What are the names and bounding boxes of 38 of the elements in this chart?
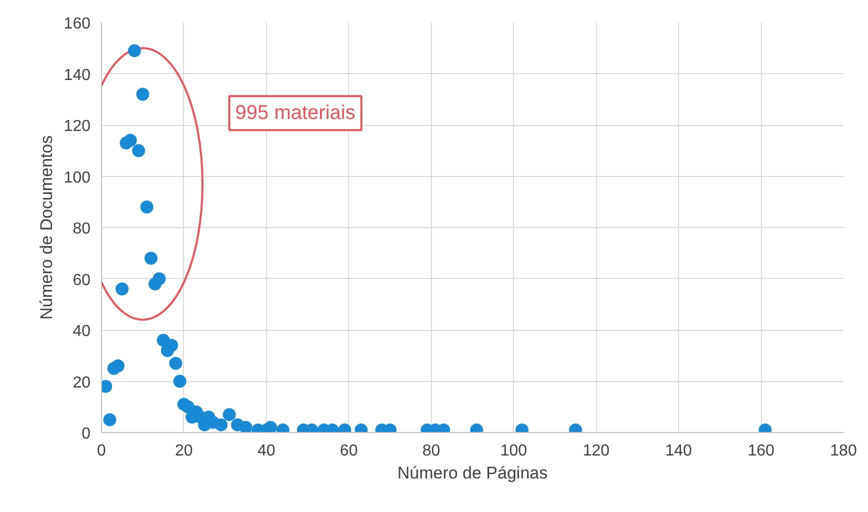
point <box>239 420 252 432</box>
y-tick-label: 0 <box>82 426 91 442</box>
x-tick-label: 120 <box>582 442 610 460</box>
point <box>103 413 116 426</box>
x-tick-label: 0 <box>97 442 106 460</box>
point <box>264 420 278 432</box>
point <box>173 374 186 388</box>
y-tick-label: 160 <box>64 16 91 32</box>
x-tick-label: 160 <box>748 442 775 460</box>
point <box>128 44 141 58</box>
y-tick-label: 60 <box>72 272 91 289</box>
point <box>152 272 166 286</box>
point <box>222 408 236 422</box>
x-tick-label: 180 <box>830 442 857 460</box>
y-tick-label: 120 <box>64 118 91 135</box>
annotation: 995 materiais <box>235 102 356 124</box>
y-tick-label: 20 <box>72 374 91 392</box>
x-tick-label: 100 <box>500 442 528 460</box>
point <box>111 359 124 372</box>
x-tick-label: 40 <box>257 442 276 460</box>
point <box>140 200 154 214</box>
y-tick-label: 80 <box>72 220 91 238</box>
point <box>144 252 158 265</box>
x-tick-label: 60 <box>340 442 358 460</box>
x-tick-label: 80 <box>422 442 440 460</box>
x-axis-title: Número de Páginas <box>397 464 548 482</box>
y-tick-label: 40 <box>72 323 91 340</box>
y-tick-label: 100 <box>64 169 91 186</box>
y-axis-title: Número de Documentos <box>36 135 56 320</box>
x-tick-label: 140 <box>665 442 692 460</box>
point <box>132 144 146 158</box>
point <box>136 88 150 101</box>
point <box>169 356 182 370</box>
y-tick-label: 140 <box>64 66 91 84</box>
point <box>116 282 129 296</box>
point <box>214 418 228 432</box>
x-tick-label: 20 <box>175 442 193 460</box>
point <box>124 134 137 147</box>
